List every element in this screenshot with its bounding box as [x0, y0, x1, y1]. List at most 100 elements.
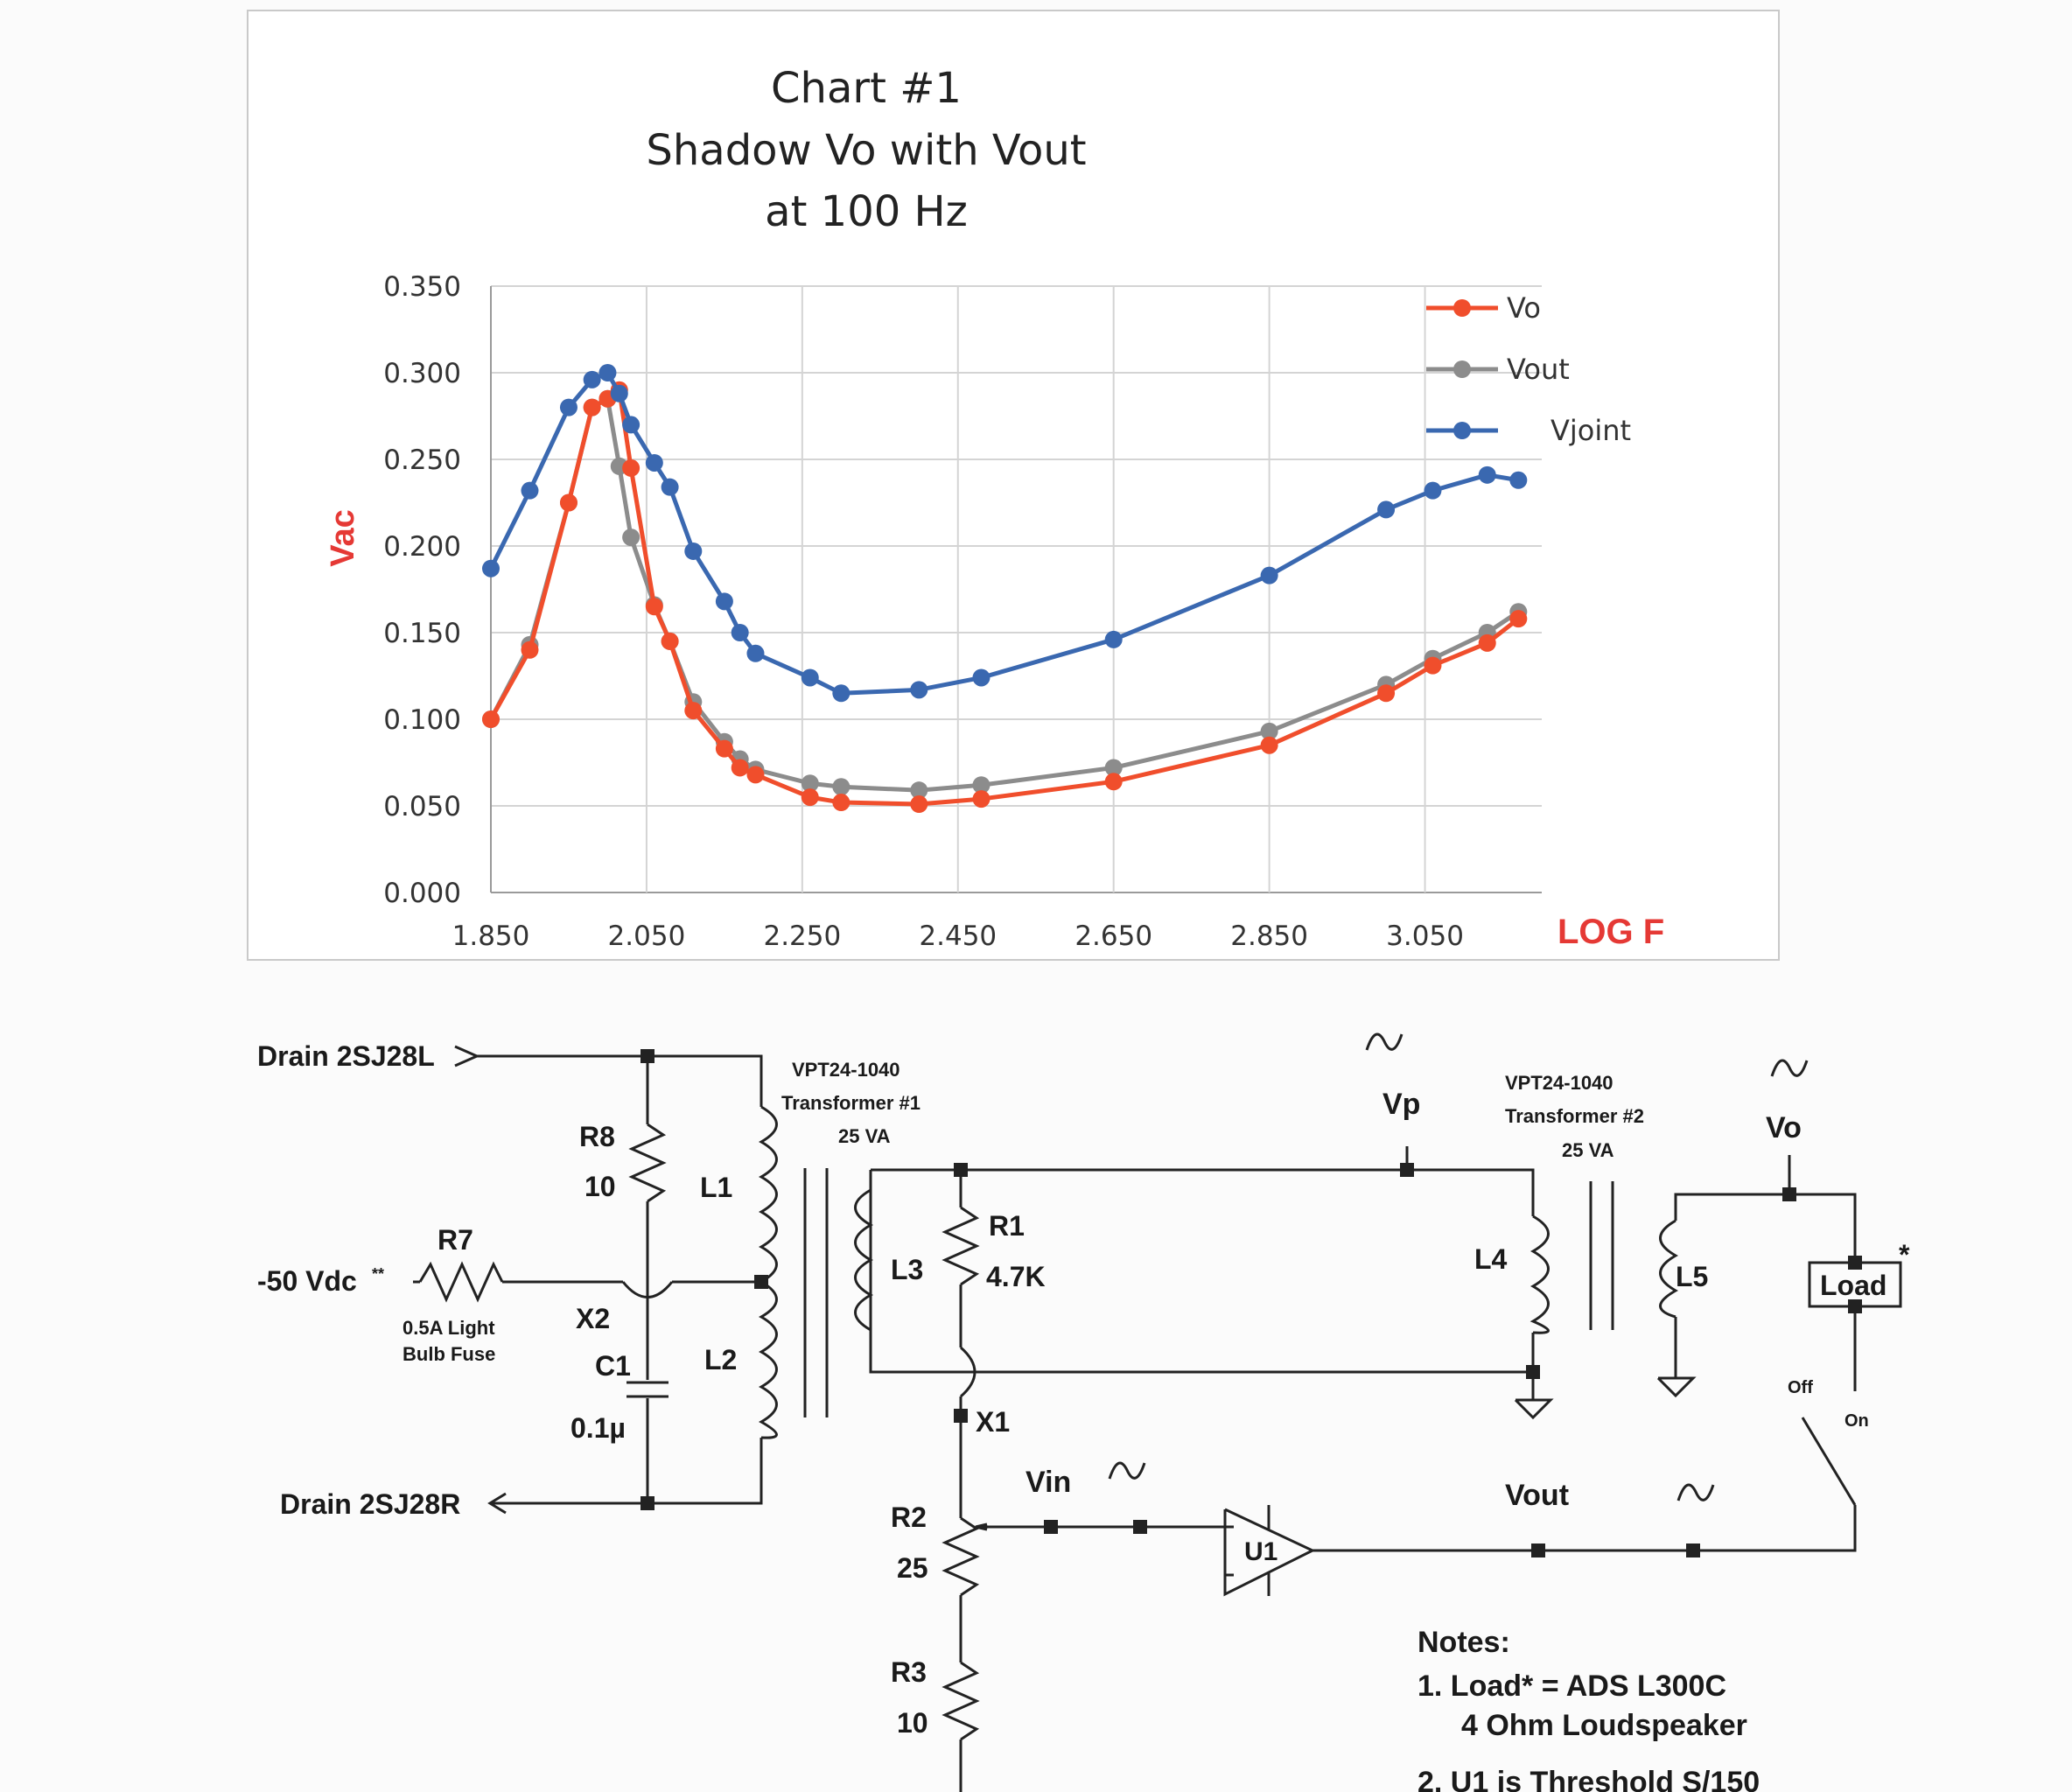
data-point	[972, 668, 990, 687]
legend-entry-vo: Vo	[1426, 291, 1541, 325]
data-point	[731, 624, 749, 641]
label-vp: Vp	[1382, 1088, 1420, 1121]
legend-label: Vjoint	[1550, 414, 1631, 447]
label-r3: R3	[891, 1656, 927, 1688]
data-point	[661, 478, 679, 496]
note-1a: 1. Load* = ADS L300C	[1418, 1670, 1726, 1703]
label-fuse-1: 0.5A Light	[402, 1317, 495, 1339]
chart-legend: Vo Vout Vjoint	[1426, 291, 1631, 447]
data-point	[583, 398, 601, 416]
data-point	[622, 416, 640, 434]
data-point	[521, 640, 539, 659]
label-r1-val: 4.7K	[986, 1261, 1046, 1292]
data-point	[910, 795, 928, 814]
y-tick-label: 0.300	[383, 358, 461, 389]
legend-label: Vo	[1507, 291, 1541, 325]
data-point	[583, 370, 601, 388]
data-point	[1104, 759, 1123, 777]
y-tick-label: 0.000	[383, 878, 461, 909]
data-point	[832, 684, 850, 703]
label-r2: R2	[891, 1502, 927, 1533]
data-point	[482, 710, 500, 728]
label-drain-l: Drain 2SJ28L	[257, 1040, 435, 1072]
data-point	[1260, 566, 1278, 584]
chart-title-line-3: at 100 Hz	[765, 187, 968, 236]
data-point	[1509, 471, 1528, 489]
data-point	[801, 788, 819, 807]
data-point	[622, 528, 640, 547]
label-l5: L5	[1676, 1261, 1708, 1292]
label-switch-off: Off	[1788, 1378, 1813, 1397]
legend-swatch-marker	[1453, 299, 1471, 317]
label-vin: Vin	[1026, 1466, 1071, 1499]
label-r7: R7	[438, 1224, 473, 1256]
label-r8-val: 10	[584, 1171, 616, 1202]
y-axis-label: Vac	[325, 509, 361, 567]
data-point	[1478, 466, 1496, 484]
label-t2-2: Transformer #2	[1505, 1105, 1644, 1127]
y-tick-label: 0.350	[383, 271, 461, 303]
data-point	[684, 542, 703, 560]
data-point	[684, 702, 703, 720]
data-point	[910, 681, 928, 699]
label-x1: X1	[976, 1406, 1010, 1438]
label-c1-val: 0.1µ	[570, 1412, 626, 1444]
data-point	[521, 481, 539, 500]
label-vo: Vo	[1766, 1111, 1802, 1144]
data-point	[645, 598, 663, 616]
data-point	[1509, 610, 1528, 628]
label-r3-val: 10	[897, 1707, 928, 1739]
label-t2-3: 25 VA	[1562, 1139, 1614, 1161]
data-point	[1104, 773, 1123, 791]
data-point	[661, 632, 679, 650]
label-u1: U1	[1244, 1537, 1278, 1566]
legend-swatch-marker	[1453, 422, 1471, 439]
y-tick-label: 0.250	[383, 444, 461, 476]
x-tick-label: 2.650	[1074, 920, 1152, 952]
y-tick-label: 0.100	[383, 704, 461, 736]
data-point	[1424, 656, 1442, 675]
data-point	[715, 739, 733, 758]
x-tick-labels: 1.850 2.050 2.250 2.450 2.650 2.850 3.050	[452, 920, 1464, 952]
chart-title-line-1: Chart #1	[771, 64, 962, 113]
label-l4: L4	[1474, 1243, 1508, 1275]
label-l1: L1	[700, 1172, 732, 1203]
data-point	[1260, 736, 1278, 754]
label-x2: X2	[576, 1303, 610, 1334]
label-drain-r: Drain 2SJ28R	[280, 1488, 460, 1520]
label-load-mark: *	[1899, 1239, 1910, 1270]
data-point	[972, 776, 990, 794]
data-point	[746, 644, 765, 662]
data-point	[832, 794, 850, 812]
data-point	[598, 364, 617, 382]
data-point	[746, 766, 765, 784]
data-point	[559, 398, 578, 416]
data-point	[1377, 500, 1396, 519]
data-point	[731, 759, 749, 777]
chart: Chart #1 Shadow Vo with Vout at 100 Hz 0…	[247, 10, 1780, 961]
label-supply: -50 Vdc	[257, 1265, 357, 1297]
label-c1: C1	[595, 1350, 631, 1382]
data-point	[832, 778, 850, 796]
data-point	[610, 384, 628, 402]
data-point	[1377, 684, 1396, 703]
data-point	[645, 453, 663, 472]
data-point	[1424, 481, 1442, 500]
schematic-nodes	[640, 1049, 1862, 1558]
x-tick-label: 2.450	[919, 920, 997, 952]
legend-label: Vout	[1507, 353, 1570, 386]
x-tick-label: 1.850	[452, 920, 530, 952]
data-point	[801, 774, 819, 793]
label-vout: Vout	[1505, 1479, 1569, 1512]
x-tick-label: 3.050	[1386, 920, 1464, 952]
note-2: 2. U1 is Threshold S/150	[1418, 1766, 1760, 1792]
legend-entry-vjoint: Vjoint	[1426, 414, 1631, 447]
label-r1: R1	[989, 1210, 1025, 1242]
data-point	[801, 668, 819, 687]
x-tick-label: 2.050	[608, 920, 686, 952]
y-tick-labels: 0.000 0.050 0.100 0.150 0.200 0.250 0.300 0.350	[383, 271, 461, 909]
data-point	[910, 781, 928, 800]
data-point	[482, 559, 500, 578]
x-tick-label: 2.850	[1230, 920, 1308, 952]
label-t1-2: Transformer #1	[781, 1092, 920, 1114]
